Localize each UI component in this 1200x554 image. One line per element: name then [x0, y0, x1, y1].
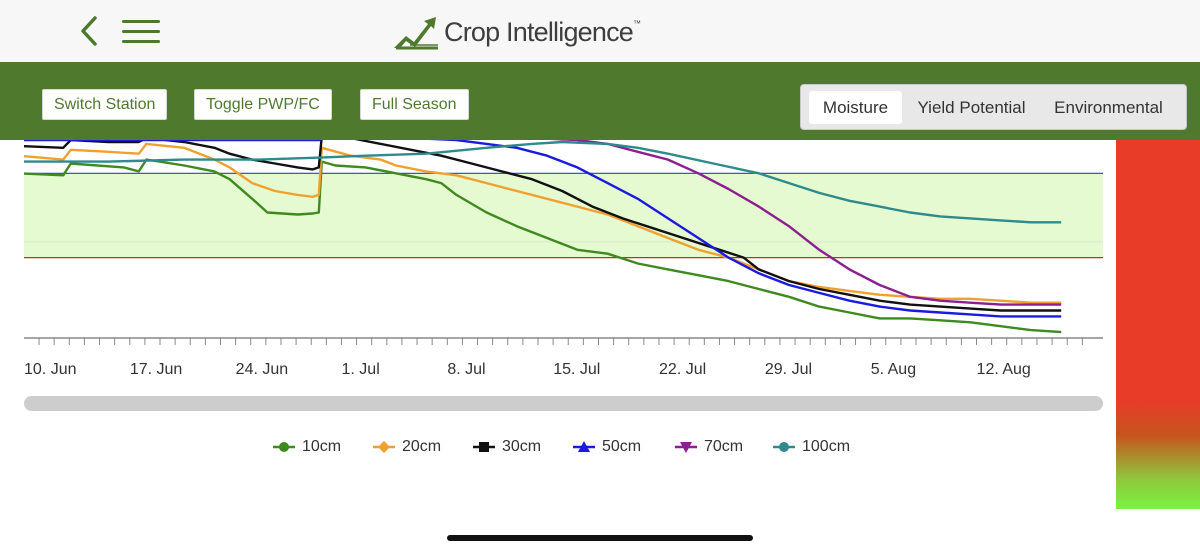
x-tick-label: 24. Jun	[236, 361, 288, 378]
series-group	[18, 140, 1062, 334]
legend-label: 30cm	[502, 438, 542, 455]
brand-name: Crop Intelligence	[444, 16, 634, 47]
x-tick-label: 12. Aug	[977, 361, 1031, 378]
legend-label: 100cm	[802, 438, 851, 455]
legend-marker-icon	[773, 442, 795, 452]
hamburger-menu-icon[interactable]	[122, 20, 160, 44]
trademark-mark: ™	[633, 18, 642, 28]
x-tick-label: 5. Aug	[871, 361, 916, 378]
chart-toolbar: Switch Station Toggle PWP/FC Full Season…	[0, 62, 1200, 140]
series-line-10cm[interactable]	[18, 158, 1062, 334]
legend-item-70cm[interactable]: 70cm	[674, 432, 743, 462]
x-tick-label: 1. Jul	[342, 361, 380, 378]
chart-legend: 10cm 20cm 30cm 50cm 70cm 100cm	[0, 432, 1110, 462]
legend-marker-icon	[573, 441, 595, 452]
tab-yield-potential[interactable]: Yield Potential	[917, 98, 1026, 117]
x-tick-label: 17. Jun	[130, 361, 182, 378]
tab-environmental[interactable]: Environmental	[1054, 98, 1163, 117]
series-line-30cm[interactable]	[18, 140, 1062, 312]
view-tabs: Moisture Yield Potential Environmental	[800, 84, 1187, 130]
series-line-70cm[interactable]	[18, 140, 1062, 306]
chart-horizontal-scrollbar[interactable]	[24, 396, 1103, 411]
home-indicator	[447, 535, 753, 541]
legend-marker-icon	[473, 442, 495, 452]
legend-marker-icon	[675, 442, 697, 453]
legend-label: 70cm	[704, 438, 744, 455]
legend-marker-icon	[273, 442, 295, 452]
legend-item-10cm[interactable]: 10cm	[272, 432, 341, 462]
brand-logo: Crop Intelligence ™	[392, 12, 641, 52]
rising-arrow-field-logo	[394, 17, 438, 50]
legend-item-30cm[interactable]: 30cm	[472, 432, 541, 462]
moisture-status-gauge	[1116, 140, 1200, 509]
legend-item-20cm[interactable]: 20cm	[372, 432, 441, 462]
chevron-left-icon[interactable]	[76, 14, 102, 48]
switch-station-button[interactable]: Switch Station	[42, 89, 168, 120]
tab-moisture[interactable]: Moisture	[809, 91, 902, 124]
top-app-bar: Crop Intelligence ™	[0, 0, 1200, 62]
legend-marker-icon	[373, 441, 395, 453]
series-line-100cm[interactable]	[18, 140, 1062, 224]
moisture-chart: 10. Jun 17. Jun 24. Jun 1. Jul 8. Jul 15. Jul…	[18, 140, 1103, 378]
legend-label: 10cm	[302, 438, 342, 455]
series-line-20cm[interactable]	[18, 142, 1062, 304]
x-tick-label: 8. Jul	[447, 361, 485, 378]
legend-item-50cm[interactable]: 50cm	[572, 432, 641, 462]
x-tick-label: 22. Jul	[659, 361, 706, 378]
legend-label: 20cm	[402, 438, 442, 455]
series-line-50cm[interactable]	[18, 140, 1062, 318]
x-tick-label: 29. Jul	[765, 361, 812, 378]
legend-item-100cm[interactable]: 100cm	[772, 432, 850, 462]
toggle-pwp-fc-button[interactable]: Toggle PWP/FC	[194, 89, 332, 120]
x-tick-label: 10. Jun	[24, 361, 76, 378]
legend-label: 50cm	[602, 438, 642, 455]
full-season-button[interactable]: Full Season	[360, 89, 469, 120]
x-tick-label: 15. Jul	[553, 361, 600, 378]
